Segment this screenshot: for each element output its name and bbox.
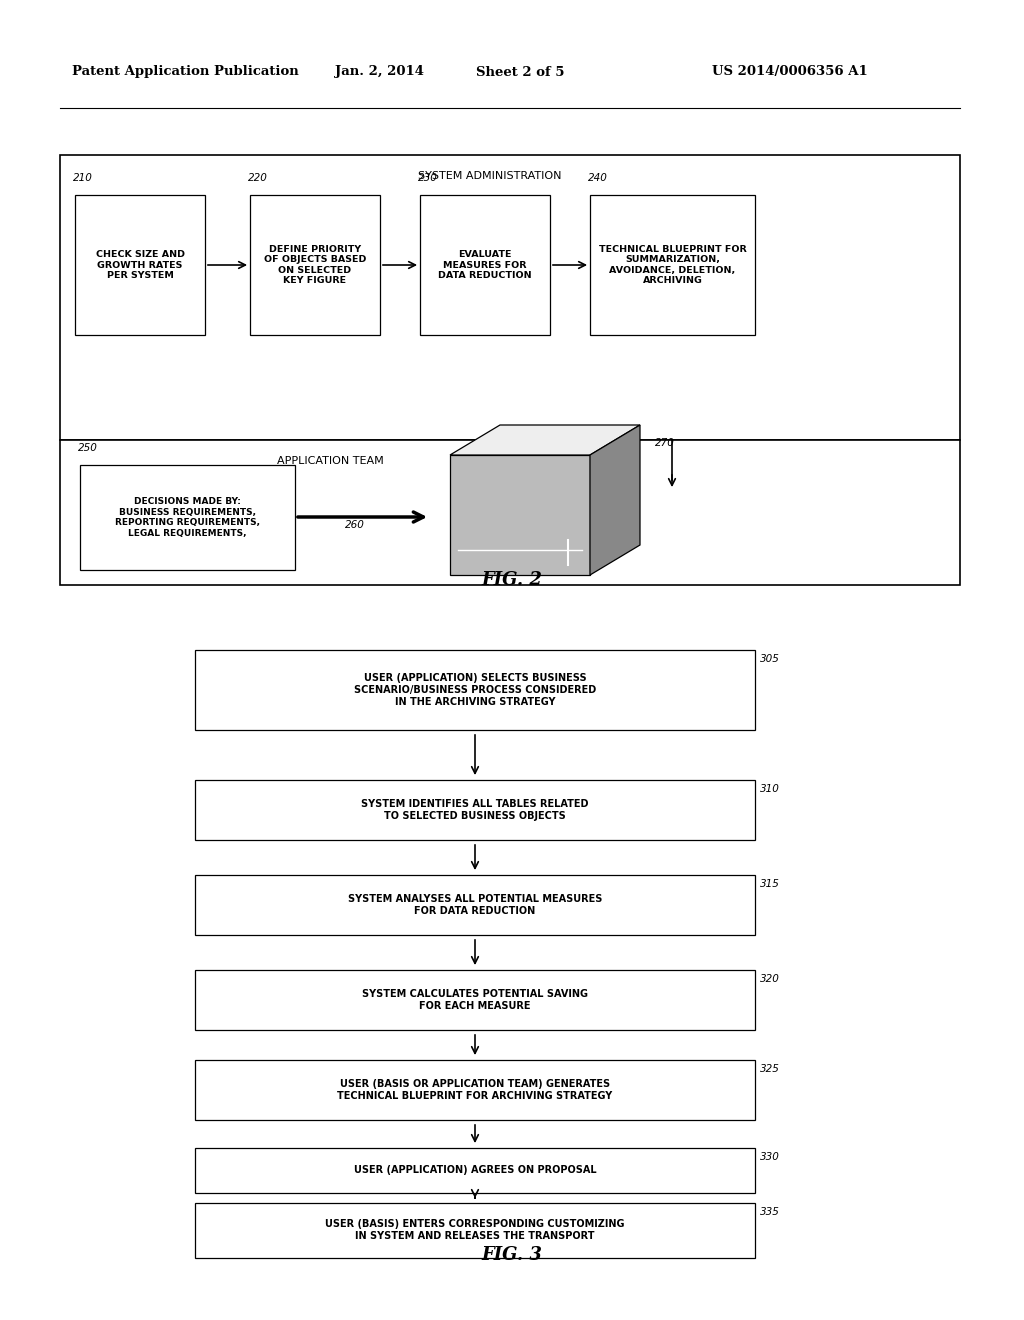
- Text: FIG. 3: FIG. 3: [481, 1246, 543, 1265]
- Text: SYSTEM ADMINISTRATION: SYSTEM ADMINISTRATION: [418, 172, 562, 181]
- Polygon shape: [590, 425, 640, 576]
- Text: USER (APPLICATION) SELECTS BUSINESS
SCENARIO/BUSINESS PROCESS CONSIDERED
IN THE : USER (APPLICATION) SELECTS BUSINESS SCEN…: [354, 673, 596, 706]
- Text: 325: 325: [760, 1064, 780, 1074]
- Bar: [60, 440, 961, 585]
- Text: SYSTEM CALCULATES POTENTIAL SAVING
FOR EACH MEASURE: SYSTEM CALCULATES POTENTIAL SAVING FOR E…: [362, 989, 588, 1011]
- Text: SYSTEM ANALYSES ALL POTENTIAL MEASURES
FOR DATA REDUCTION: SYSTEM ANALYSES ALL POTENTIAL MEASURES F…: [348, 894, 602, 916]
- Text: APPLICATION TEAM: APPLICATION TEAM: [276, 455, 383, 466]
- Text: 315: 315: [760, 879, 780, 888]
- Bar: [450, 455, 590, 576]
- Bar: [60, 154, 961, 440]
- Text: DEFINE PRIORITY
OF OBJECTS BASED
ON SELECTED
KEY FIGURE: DEFINE PRIORITY OF OBJECTS BASED ON SELE…: [264, 246, 367, 285]
- Text: SYSTEM IDENTIFIES ALL TABLES RELATED
TO SELECTED BUSINESS OBJECTS: SYSTEM IDENTIFIES ALL TABLES RELATED TO …: [361, 799, 589, 821]
- Text: EVALUATE
MEASURES FOR
DATA REDUCTION: EVALUATE MEASURES FOR DATA REDUCTION: [438, 249, 531, 280]
- Bar: [75, 195, 205, 335]
- Bar: [195, 1203, 755, 1258]
- Text: 335: 335: [760, 1206, 780, 1217]
- Text: USER (APPLICATION) AGREES ON PROPOSAL: USER (APPLICATION) AGREES ON PROPOSAL: [353, 1166, 596, 1175]
- Text: 230: 230: [418, 173, 438, 183]
- Text: 250: 250: [78, 444, 98, 453]
- Text: CHECK SIZE AND
GROWTH RATES
PER SYSTEM: CHECK SIZE AND GROWTH RATES PER SYSTEM: [95, 249, 184, 280]
- Text: 220: 220: [248, 173, 268, 183]
- Text: 210: 210: [73, 173, 93, 183]
- Bar: [590, 195, 755, 335]
- Bar: [80, 465, 295, 570]
- Bar: [195, 1060, 755, 1119]
- Text: 270: 270: [655, 438, 675, 447]
- Text: USER (BASIS OR APPLICATION TEAM) GENERATES
TECHNICAL BLUEPRINT FOR ARCHIVING STR: USER (BASIS OR APPLICATION TEAM) GENERAT…: [337, 1080, 612, 1101]
- Text: 320: 320: [760, 974, 780, 983]
- Text: Patent Application Publication: Patent Application Publication: [72, 66, 299, 78]
- Text: US 2014/0006356 A1: US 2014/0006356 A1: [712, 66, 868, 78]
- Text: 260: 260: [345, 520, 365, 531]
- Text: FIG. 2: FIG. 2: [481, 572, 543, 589]
- Bar: [195, 649, 755, 730]
- Text: Jan. 2, 2014: Jan. 2, 2014: [336, 66, 425, 78]
- Bar: [195, 1148, 755, 1193]
- Text: DECISIONS MADE BY:
BUSINESS REQUIREMENTS,
REPORTING REQUIREMENTS,
LEGAL REQUIREM: DECISIONS MADE BY: BUSINESS REQUIREMENTS…: [115, 498, 260, 537]
- Text: USER (BASIS) ENTERS CORRESPONDING CUSTOMIZING
IN SYSTEM AND RELEASES THE TRANSPO: USER (BASIS) ENTERS CORRESPONDING CUSTOM…: [326, 1220, 625, 1241]
- Text: 305: 305: [760, 653, 780, 664]
- Text: 330: 330: [760, 1152, 780, 1162]
- Bar: [195, 970, 755, 1030]
- Text: 310: 310: [760, 784, 780, 795]
- Polygon shape: [450, 425, 640, 455]
- Bar: [420, 195, 550, 335]
- Text: Sheet 2 of 5: Sheet 2 of 5: [476, 66, 564, 78]
- Text: 240: 240: [588, 173, 608, 183]
- Bar: [250, 195, 380, 335]
- Bar: [195, 875, 755, 935]
- Text: TECHNICAL BLUEPRINT FOR
SUMMARIZATION,
AVOIDANCE, DELETION,
ARCHIVING: TECHNICAL BLUEPRINT FOR SUMMARIZATION, A…: [599, 246, 746, 285]
- Bar: [195, 780, 755, 840]
